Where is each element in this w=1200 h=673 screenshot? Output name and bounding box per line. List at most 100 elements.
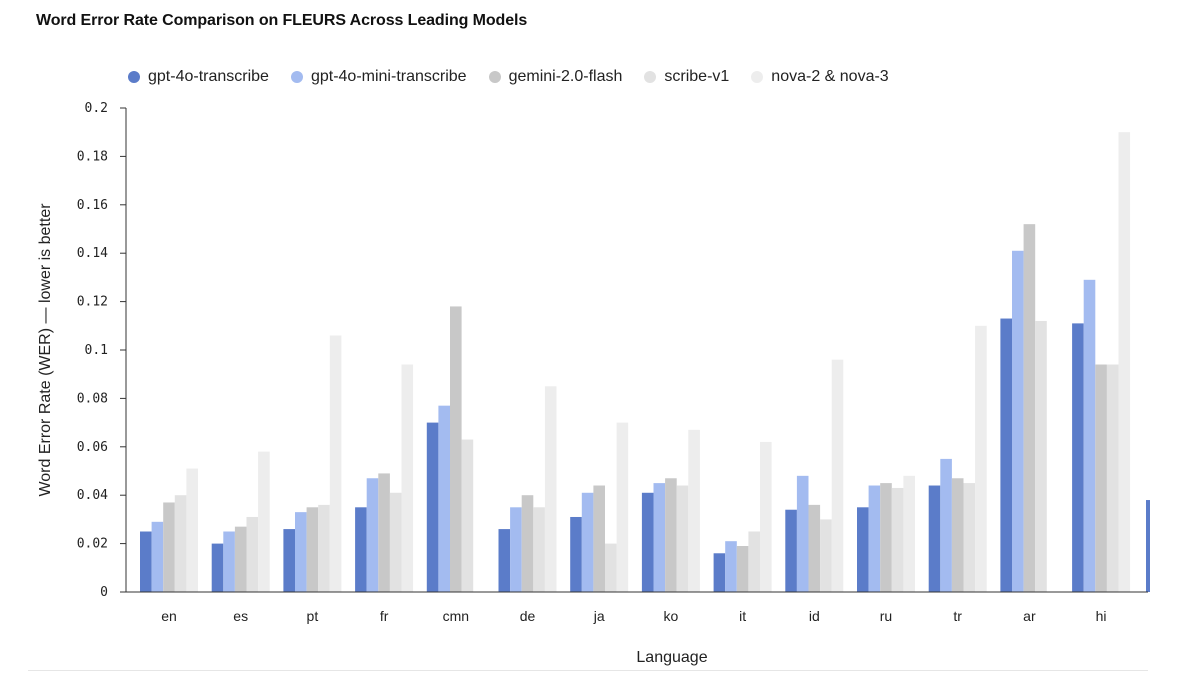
bar-tr-0 — [928, 485, 941, 592]
x-tick-label: hi — [1096, 608, 1107, 624]
x-tick-label: tr — [953, 608, 962, 624]
legend-item-gpt-4o-mini-transcribe: gpt-4o-mini-transcribe — [290, 68, 467, 86]
bar-de-2 — [521, 495, 534, 592]
bar-ja-2 — [593, 485, 605, 592]
bar-tr-4 — [975, 325, 987, 592]
y-tick-label: 0.06 — [77, 440, 108, 455]
bar-es-3 — [246, 516, 259, 592]
bar-ko-2 — [665, 478, 677, 592]
bar-es-2 — [234, 526, 247, 592]
x-tick-label: de — [520, 608, 536, 624]
legend-item-scribe-v1: scribe-v1 — [644, 68, 729, 86]
bar-ar-2 — [1023, 224, 1036, 592]
y-tick-label: 0.2 — [85, 101, 108, 116]
bar-fr-0 — [355, 507, 367, 592]
x-tick-label: en — [161, 608, 177, 624]
bar-ru-4 — [903, 475, 915, 592]
legend-label: gpt-4o-mini-transcribe — [310, 68, 467, 85]
y-tick-label: 0.12 — [77, 295, 108, 310]
bar-de-1 — [510, 507, 522, 592]
bar-it-4 — [760, 441, 772, 592]
bar-tr-3 — [963, 483, 976, 592]
bar-hi-4 — [1118, 132, 1131, 592]
bar-es-4 — [258, 451, 270, 592]
legend-swatch — [290, 71, 303, 83]
bar-ar-3 — [1035, 320, 1047, 592]
x-tick-label: ar — [1023, 608, 1036, 624]
bar-cmn-0 — [426, 422, 439, 592]
bar-de-4 — [544, 386, 557, 592]
bar-ru-2 — [880, 483, 892, 592]
legend-label: scribe-v1 — [664, 68, 730, 85]
bar-en-4 — [186, 468, 198, 592]
bar-en-2 — [163, 502, 175, 592]
legend-label: gemini-2.0-flash — [508, 68, 623, 85]
divider — [28, 670, 1148, 671]
bar-ru-0 — [857, 507, 869, 592]
x-tick-label: ko — [664, 608, 679, 624]
bar-id-2 — [808, 504, 821, 592]
bar-it-1 — [725, 541, 737, 592]
bar-cmn-1 — [438, 405, 450, 592]
y-tick-label: 0.04 — [77, 488, 108, 503]
bar-id-3 — [820, 519, 832, 592]
bar-fr-1 — [366, 478, 379, 592]
bar-fr-4 — [401, 364, 414, 592]
bar-it-0 — [713, 553, 726, 592]
bar-cmn-2 — [450, 306, 462, 592]
bar-pt-0 — [283, 529, 295, 592]
bar-hi-2 — [1095, 364, 1107, 592]
bar-ko-3 — [676, 485, 689, 592]
legend-item-gpt-4o-transcribe: gpt-4o-transcribe — [128, 68, 269, 86]
legend-label: nova-2 & nova-3 — [771, 68, 889, 85]
x-tick-label: ru — [880, 608, 892, 624]
x-tick-label: fr — [380, 608, 389, 624]
bar-it-2 — [736, 546, 749, 592]
bar-ja-4 — [616, 422, 629, 592]
legend-swatch — [488, 71, 501, 83]
bar-tr-2 — [951, 478, 964, 592]
bar-tr-1 — [940, 458, 952, 592]
bar-de-0 — [498, 529, 511, 592]
bar-pt-3 — [318, 504, 330, 592]
bar-ko-4 — [688, 429, 700, 592]
legend-swatch — [751, 71, 764, 83]
x-tick-label: es — [233, 608, 248, 624]
legend-label: gpt-4o-transcribe — [148, 68, 269, 85]
y-tick-label: 0.14 — [77, 246, 108, 261]
bar-pt-2 — [306, 507, 319, 592]
y-tick-label: 0 — [100, 585, 108, 600]
bar-de-3 — [533, 507, 545, 592]
bar-hi-1 — [1083, 279, 1096, 592]
bar-hi-0 — [1072, 323, 1084, 592]
bar-ar-0 — [1000, 318, 1012, 592]
x-tick-label: ja — [593, 608, 605, 624]
legend: gpt-4o-transcribe gpt-4o-mini-transcribe… — [128, 66, 911, 88]
y-tick-label: 0.1 — [85, 343, 108, 358]
y-tick-label: 0.16 — [77, 198, 108, 213]
bar-ko-0 — [641, 492, 654, 592]
x-tick-label: id — [809, 608, 820, 624]
bar-fr-3 — [389, 492, 402, 592]
bar-ru-3 — [891, 487, 904, 592]
bar-partial — [1146, 500, 1150, 592]
bar-es-1 — [223, 531, 235, 592]
bar-ja-3 — [605, 543, 617, 592]
bar-it-3 — [748, 531, 760, 592]
bar-pt-1 — [295, 512, 307, 592]
bar-pt-4 — [329, 335, 342, 592]
bar-ko-1 — [653, 483, 666, 592]
x-axis-title: Language — [636, 649, 707, 666]
bar-en-1 — [151, 521, 164, 592]
bar-hi-3 — [1106, 364, 1119, 592]
y-axis-title: Word Error Rate (WER) — lower is better — [37, 203, 54, 497]
bar-ru-1 — [868, 485, 881, 592]
y-tick-label: 0.02 — [77, 537, 108, 552]
bar-en-3 — [174, 495, 187, 592]
legend-item-nova: nova-2 & nova-3 — [751, 68, 889, 86]
bar-id-0 — [785, 509, 797, 592]
y-tick-label: 0.08 — [77, 391, 108, 406]
bar-ja-1 — [581, 492, 594, 592]
x-tick-label: it — [739, 608, 746, 624]
